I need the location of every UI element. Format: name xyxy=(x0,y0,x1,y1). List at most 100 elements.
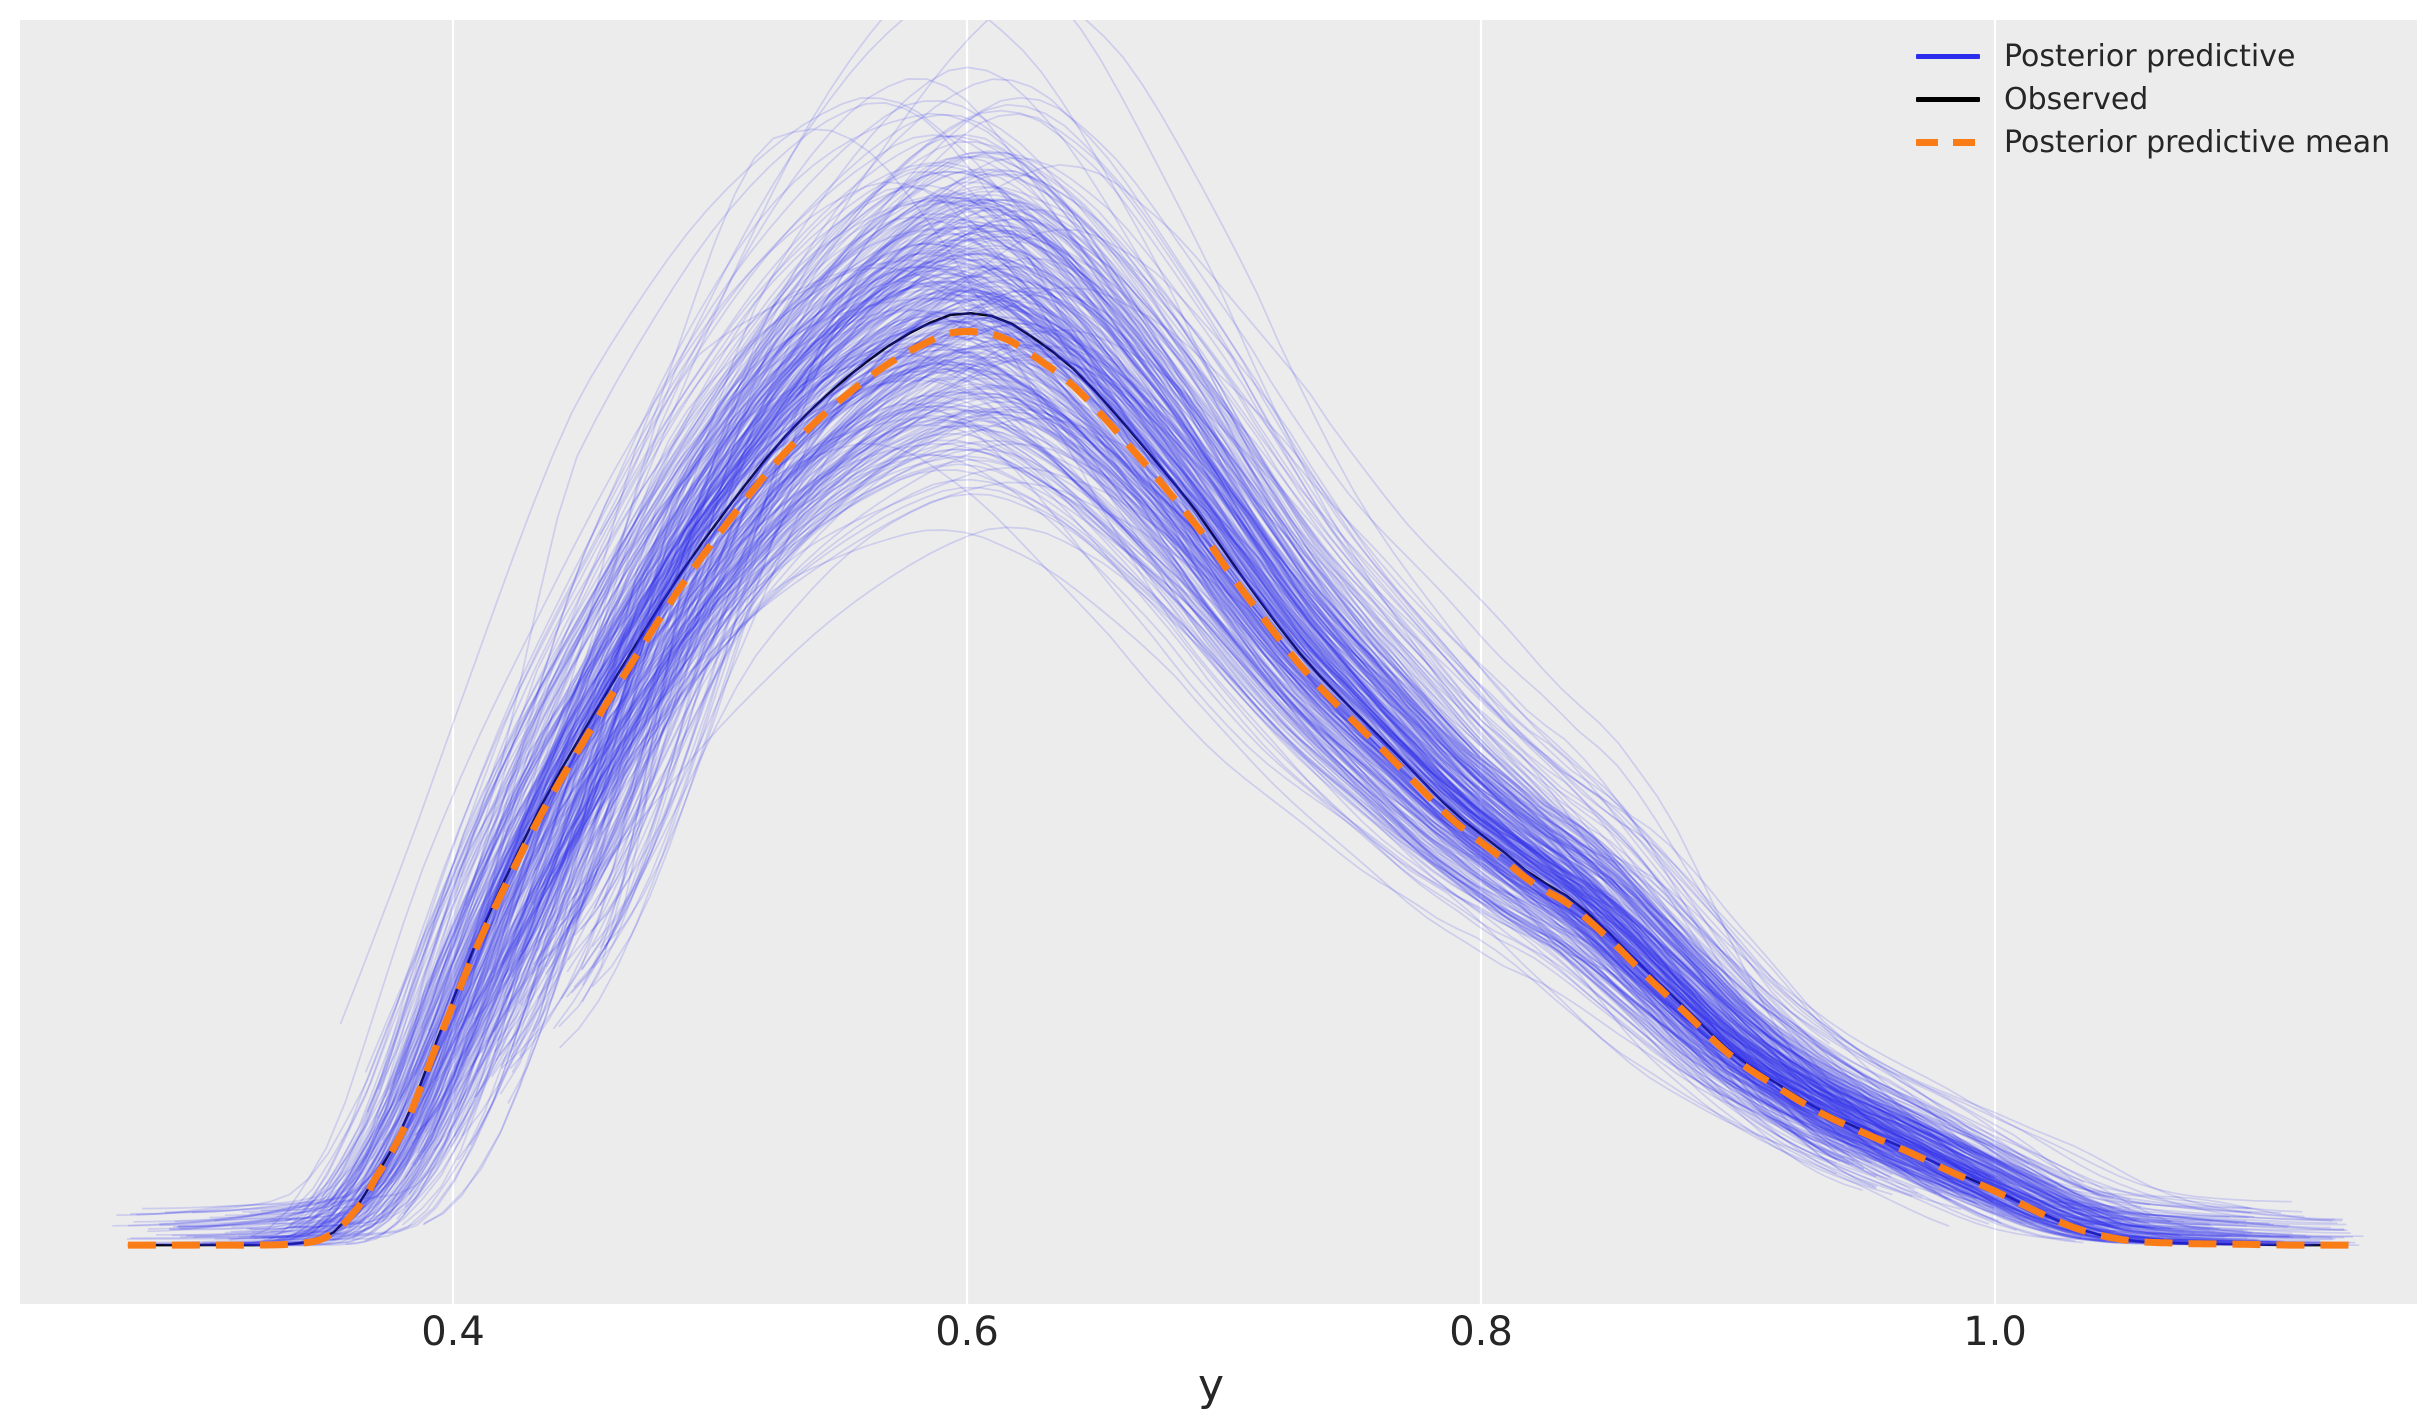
posterior-predictive-curve xyxy=(168,299,1962,1230)
posterior-predictive-curve xyxy=(511,322,2113,1217)
posterior-predictive-curve xyxy=(352,493,1877,1209)
posterior-predictive-curve xyxy=(174,351,1968,1223)
posterior-predictive-curve xyxy=(417,316,2270,1237)
posterior-predictive-curve xyxy=(604,257,2360,1246)
posterior-predictive-curve xyxy=(389,379,1876,1188)
posterior-predictive-curve xyxy=(139,415,1913,1246)
posterior-predictive-curve xyxy=(464,308,1854,1166)
posterior-predictive-curve xyxy=(127,356,2248,1240)
posterior-predictive-curve xyxy=(381,361,2271,1243)
legend-row: Posterior predictive mean xyxy=(1916,121,2390,164)
posterior-predictive-curve xyxy=(348,409,2219,1242)
posterior-predictive-curve xyxy=(352,239,2185,1236)
posterior-predictive-curve xyxy=(192,109,2255,1218)
posterior-predictive-curve xyxy=(469,417,1936,1158)
posterior-predictive-curve xyxy=(294,208,2030,1228)
legend-label: Posterior predictive mean xyxy=(2004,124,2391,160)
posterior-predictive-curve xyxy=(337,329,2150,1236)
posterior-predictive-curve xyxy=(246,377,2309,1247)
posterior-predictive-curve xyxy=(173,164,2120,1228)
x-tick-label: 1.0 xyxy=(1963,1309,2027,1355)
posterior-predictive-curve xyxy=(345,338,2312,1246)
posterior-predictive-curve xyxy=(508,478,2167,1242)
posterior-predictive-curve xyxy=(451,432,2091,1231)
posterior-predictive-curve xyxy=(318,78,2131,1223)
posterior-predictive-curve xyxy=(454,391,2345,1231)
posterior-predictive-curve xyxy=(526,327,1916,1190)
posterior-predictive-curve xyxy=(358,469,1863,1172)
posterior-predictive-curve xyxy=(456,343,2097,1212)
posterior-predictive-curve xyxy=(488,276,2244,1232)
posterior-predictive-curve xyxy=(130,441,2270,1225)
posterior-predictive-curve xyxy=(495,403,1962,1211)
posterior-predictive-curve xyxy=(580,266,1893,1176)
posterior-predictive-curve xyxy=(511,360,2151,1227)
posterior-predictive-curve xyxy=(232,353,2238,1247)
posterior-predictive-curve xyxy=(321,322,2057,1230)
posterior-predictive-curve xyxy=(418,270,1943,1195)
legend-label: Posterior predictive xyxy=(2004,38,2296,74)
posterior-predictive-curve xyxy=(423,163,1851,1225)
posterior-predictive-curve xyxy=(339,439,1863,1218)
posterior-predictive-curve xyxy=(498,275,2042,1192)
posterior-predictive-curve xyxy=(217,150,2338,1245)
posterior-predictive-curve xyxy=(529,305,2246,1246)
posterior-predictive-curve xyxy=(393,411,1937,1195)
posterior-predictive-curve xyxy=(555,282,2253,1234)
posterior-predictive-curve xyxy=(591,194,2058,1219)
posterior-predictive-curve xyxy=(266,366,2310,1247)
posterior-predictive-curve xyxy=(377,315,2230,1244)
posterior-predictive-curve xyxy=(461,293,1967,1155)
posterior-predictive-curve xyxy=(159,202,2338,1227)
posterior-predictive-curve xyxy=(473,230,1998,1178)
posterior-predictive-curve xyxy=(599,208,2046,1213)
posterior-predictive-curve xyxy=(232,368,2084,1246)
posterior-predictive-mean-line xyxy=(127,327,2356,1249)
posterior-predictive-curve xyxy=(351,330,2049,1240)
posterior-predictive-curve xyxy=(330,257,2008,1241)
posterior-predictive-curve xyxy=(534,258,2252,1214)
posterior-predictive-curve xyxy=(178,285,2049,1228)
posterior-predictive-curve xyxy=(523,242,2106,1242)
posterior-predictive-curve xyxy=(447,370,1914,1174)
posterior-predictive-curve xyxy=(582,103,1933,1154)
posterior-predictive-curve xyxy=(323,348,2252,1235)
posterior-predictive-curve xyxy=(410,448,2282,1246)
posterior-predictive-curve xyxy=(418,393,2347,1226)
posterior-predictive-curve xyxy=(531,376,2267,1247)
posterior-predictive-curve xyxy=(396,320,2248,1246)
posterior-predictive-curve xyxy=(439,336,2118,1244)
posterior-predictive-curve xyxy=(295,458,2185,1223)
posterior-predictive-curve xyxy=(116,280,1871,1216)
posterior-predictive-curve xyxy=(316,442,1995,1229)
posterior-predictive-curve xyxy=(404,318,2256,1241)
posterior-predictive-curve xyxy=(537,250,2061,1226)
x-tick-label: 0.4 xyxy=(421,1309,485,1355)
legend: Posterior predictive Observed Posterior … xyxy=(1916,35,2390,164)
posterior-predictive-curve xyxy=(545,410,1838,1161)
posterior-predictive-curve xyxy=(581,363,1952,1201)
posterior-predictive-curve xyxy=(600,257,2067,1219)
posterior-predictive-curve xyxy=(253,413,2336,1240)
posterior-predictive-curve xyxy=(545,320,1877,1179)
posterior-predictive-curve xyxy=(378,240,2345,1231)
posterior-predictive-curve xyxy=(548,157,1996,1179)
posterior-predictive-curve xyxy=(276,466,1877,1242)
posterior-predictive-curve xyxy=(500,415,2237,1244)
posterior-predictive-curve xyxy=(567,336,2246,1236)
posterior-predictive-curve xyxy=(498,295,1946,1185)
posterior-predictive-curve xyxy=(358,220,2076,1229)
posterior-predictive-curve xyxy=(285,294,1867,1221)
posterior-predictive-curve xyxy=(256,334,2050,1247)
posterior-predictive-curve xyxy=(197,204,2088,1244)
posterior-predictive-curve xyxy=(267,345,2215,1240)
posterior-predictive-curve xyxy=(422,391,2139,1238)
posterior-predictive-curve xyxy=(520,191,2006,1218)
posterior-predictive-curve xyxy=(492,368,2248,1232)
posterior-predictive-curve xyxy=(583,280,2011,1185)
posterior-predictive-curve xyxy=(485,363,1855,1162)
posterior-predictive-curve xyxy=(156,20,2007,1236)
posterior-predictive-curve xyxy=(290,455,2007,1246)
posterior-predictive-curve xyxy=(453,369,1920,1172)
